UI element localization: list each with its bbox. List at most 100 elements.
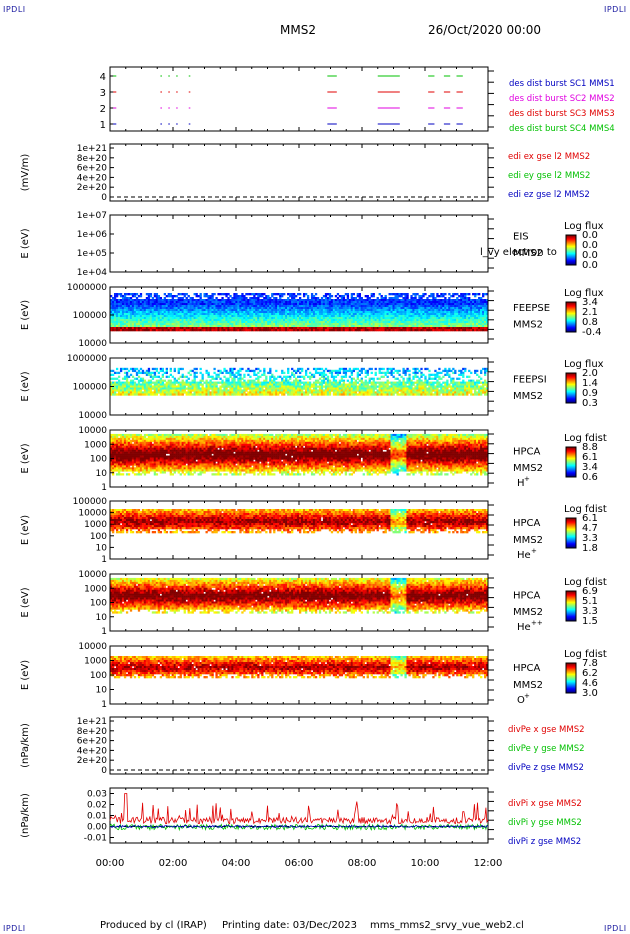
feepsi-panel-cell [291,385,294,388]
feepse-panel-cell [181,301,184,304]
feepse-panel-cell [141,325,145,328]
feepse-panel-cell [185,313,188,316]
feepse-panel-cell [486,315,489,318]
feepse-panel-cell [171,301,174,304]
feepse-panel-cell [113,293,117,296]
feepsi-panel-cell [227,381,230,384]
feepse-panel-cell [213,325,216,328]
feepse-panel-cell [482,329,485,332]
feepsi-panel-cell [354,381,357,384]
feepsi-panel-cell [169,381,172,384]
feepsi-panel-cell [271,389,274,392]
feepsi-panel-cell [356,385,359,388]
feepse-panel-cell [334,303,338,306]
feepsi-panel-cell [257,381,260,384]
feepse-panel-cell [314,309,318,312]
feepse-panel-cell [245,311,248,314]
feepse-panel-cell [153,319,157,322]
feepsi-panel-cell [291,367,294,371]
feepse-panel-cell [297,305,300,308]
feepse-panel-cell [161,325,165,328]
feepse-panel-cell [291,317,294,320]
feepse-panel-cell [338,301,342,304]
feepse-panel-cell [285,329,288,332]
feepse-panel-cell [273,297,276,300]
feepsi-panel-cell [117,383,121,386]
feepsi-panel-cell [215,373,218,376]
feepse-panel-cell [482,309,485,312]
feepse-panel-cell [398,311,401,314]
feepsi-panel-cell [295,393,298,396]
feepse-panel-cell [336,315,340,318]
feepse-panel-cell [458,329,461,332]
feepse-panel-cell [293,323,296,326]
feepsi-panel-cell [169,391,172,394]
feepsi-panel-cell [117,385,121,388]
feepsi-panel-cell [281,389,284,392]
feepse-panel-cell [115,329,119,332]
feepsi-panel-cell [119,383,123,386]
feepsi-panel-cell [145,387,149,390]
feepse-panel-cell [195,313,198,316]
feepse-panel-cell [306,317,310,320]
feepse-panel-cell [404,301,407,304]
feepse-panel-cell [416,321,419,324]
feepse-panel-cell [432,305,435,308]
feepse-panel-cell [211,301,214,304]
feepse-panel-cell [215,311,218,314]
feepse-panel-cell [438,309,441,312]
feepse-panel-cell [149,307,153,310]
feepse-panel-cell [374,301,377,304]
feepse-panel-cell [328,313,332,316]
feepsi-panel-cell [197,383,200,386]
eis-panel-colorbar-step [566,240,576,242]
feepsi-panel-cell [342,381,346,384]
feepsi-panel-cell [253,369,256,373]
feepse-panel-cell [141,311,145,314]
feepse-panel-cell [133,315,137,318]
feepse-panel-cell [376,311,379,314]
feepsi-panel-cell [344,389,348,392]
feepsi-panel-cell [269,379,272,382]
feepse-panel-cell [255,317,258,320]
eis-panel-colorbar-tick: 0.0 [582,250,598,261]
feepse-panel-cell [320,307,324,310]
feepse-panel-cell [293,317,296,320]
feepse-panel-cell [344,315,348,318]
feepse-panel-cell [283,315,286,318]
feepsi-panel-cell [183,383,186,386]
feepsi-panel-cell [354,393,357,396]
feepsi-panel-cell [271,373,274,376]
feepse-panel-cell [350,311,354,314]
feepse-panel-cell [424,307,427,310]
feepse-panel-cell [161,299,165,302]
corner-label-top-right: IPDLI [604,5,627,14]
feepse-panel-cell [117,299,121,302]
feepsi-panel-cell [110,393,113,396]
feepsi-panel-cell [153,389,157,392]
feepse-panel-cell [201,307,204,310]
feepsi-panel-cell [308,375,312,378]
feepse-panel-cell [430,299,433,302]
feepse-panel-cell [167,305,170,308]
eis-panel-colorbar-step [566,241,576,243]
feepse-panel-cell [358,305,361,308]
feepsi-panel-cell [143,387,147,390]
feepse-panel-cell [448,307,451,310]
feepse-panel-cell [436,307,439,310]
feepse-panel-cell [209,307,212,310]
feepsi-panel-cell [229,369,232,373]
feepsi-panel-cell [137,369,141,373]
feepse-panel-cell [221,307,224,310]
feepse-panel-cell [320,303,324,306]
feepse-panel-cell [147,309,151,312]
feepsi-panel-cell [139,389,143,392]
feepse-panel-cell [257,311,260,314]
feepse-panel-cell [350,295,354,298]
feepse-panel-cell [225,309,228,312]
feepsi-panel-cell [251,381,254,384]
feepse-panel-cell [131,307,135,310]
feepse-panel-cell [171,311,174,314]
feepse-panel-cell [187,325,190,328]
feepse-panel-cell [364,311,367,314]
